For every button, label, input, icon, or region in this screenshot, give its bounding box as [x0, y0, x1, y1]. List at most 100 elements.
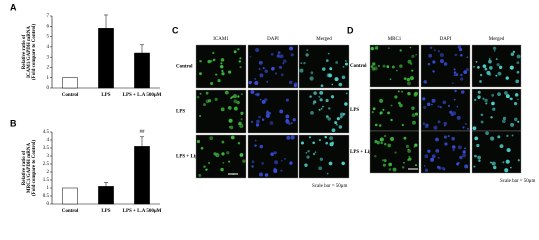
cell	[402, 166, 405, 169]
cell	[377, 64, 381, 67]
cell	[261, 118, 265, 121]
cell	[447, 104, 450, 108]
cell	[305, 151, 308, 154]
cell	[485, 131, 489, 136]
cell	[240, 118, 243, 121]
cell	[254, 78, 257, 80]
cell	[284, 158, 286, 160]
cell	[411, 106, 415, 110]
cell	[427, 102, 431, 106]
cell	[318, 138, 322, 142]
cell	[443, 135, 447, 139]
cell	[430, 46, 433, 49]
cell	[401, 123, 404, 127]
cell	[459, 155, 463, 160]
cell	[473, 165, 476, 168]
cell	[237, 48, 240, 51]
cell	[482, 64, 487, 68]
cell	[249, 55, 252, 58]
column-header: Merged	[489, 37, 505, 42]
cell	[334, 77, 339, 82]
cell	[403, 161, 405, 164]
cell	[221, 69, 224, 73]
cell	[209, 136, 214, 140]
cell	[449, 110, 453, 114]
cell	[484, 98, 488, 102]
cell	[388, 168, 392, 171]
cell	[199, 60, 202, 63]
cell	[226, 151, 230, 155]
cell	[321, 105, 324, 108]
cell	[230, 135, 235, 140]
cell	[325, 141, 329, 145]
cell	[220, 58, 225, 62]
cell	[407, 158, 410, 161]
cell	[300, 62, 303, 65]
cell	[466, 56, 469, 59]
cell	[239, 57, 242, 60]
y-tick-label: 3	[47, 55, 50, 60]
cell	[310, 111, 314, 115]
cell	[229, 125, 234, 130]
x-tick-label: LPS + L.A 500μM	[123, 209, 162, 214]
cell	[493, 165, 497, 170]
cell	[413, 146, 416, 148]
cell	[307, 150, 310, 153]
cell	[212, 51, 215, 55]
cell	[314, 151, 317, 153]
cell	[515, 79, 519, 84]
micrograph	[247, 134, 299, 179]
cell	[320, 84, 324, 88]
cell	[451, 82, 454, 85]
y-tick-label: 2	[47, 170, 50, 175]
cell	[390, 137, 394, 141]
significance: ##	[140, 130, 146, 135]
column-header: MRC1	[388, 37, 402, 42]
cell	[437, 105, 440, 108]
cell	[288, 80, 293, 85]
cell	[205, 168, 208, 171]
cell	[254, 93, 257, 96]
cell	[411, 54, 415, 58]
cell	[464, 164, 469, 169]
cell	[293, 84, 297, 88]
cell	[236, 100, 240, 105]
cell	[480, 120, 484, 124]
cell	[474, 154, 477, 158]
cell	[319, 98, 323, 102]
panel-label: B	[10, 118, 17, 128]
cell	[452, 148, 455, 152]
cell	[318, 95, 321, 98]
cell	[282, 62, 285, 65]
cell	[454, 89, 457, 93]
panel-label: D	[347, 25, 354, 35]
cell	[496, 63, 500, 67]
cell	[460, 77, 464, 81]
cell	[399, 103, 403, 108]
cell	[474, 98, 477, 102]
y-tick-label: 2	[47, 66, 50, 71]
cell	[233, 106, 238, 111]
cell	[342, 65, 345, 68]
cell	[258, 68, 261, 70]
cell	[331, 141, 335, 145]
cell	[279, 54, 284, 59]
cell	[398, 101, 401, 105]
cell	[250, 90, 255, 94]
cell	[450, 113, 454, 117]
cell	[414, 164, 418, 167]
cell	[517, 98, 519, 101]
cell	[415, 53, 417, 56]
cell	[430, 157, 435, 162]
cell	[492, 107, 496, 111]
cell	[199, 92, 202, 95]
cell	[386, 65, 390, 68]
cell	[254, 139, 257, 142]
cell	[460, 90, 465, 94]
cell	[457, 145, 462, 150]
cell	[215, 73, 218, 76]
cell	[283, 59, 287, 63]
cell	[451, 137, 455, 141]
cell	[212, 58, 216, 62]
